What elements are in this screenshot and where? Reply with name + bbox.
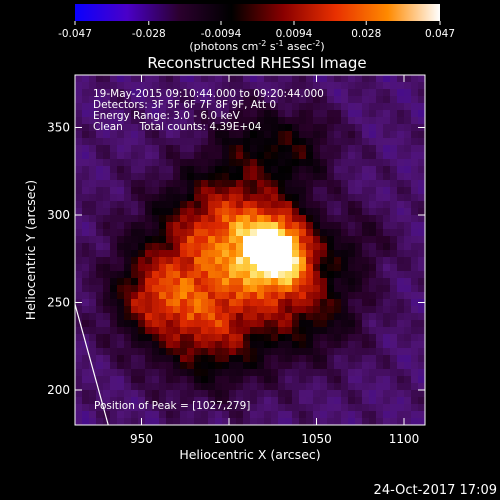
y-axis-label: Heliocentric Y (arcsec) (23, 180, 38, 320)
observation-info: 19-May-2015 09:10:44.000 to 09:20:44.000… (93, 88, 324, 133)
footer-date: 24-Oct-2017 17:09 (374, 483, 497, 498)
colorbar-tick-label: 0.028 (351, 28, 381, 40)
colorbar-ticks: -0.047 -0.028 -0.0094 0.0094 0.028 0.047 (58, 21, 455, 40)
colorbar (75, 4, 440, 21)
colorbar-tick-label: -0.047 (58, 28, 92, 40)
x-tick-label: 1050 (301, 432, 332, 446)
y-tick-label: 250 (47, 296, 70, 310)
info-line-energy: Energy Range: 3.0 - 6.0 keV (93, 110, 241, 122)
colorbar-tick-label: -0.0094 (201, 28, 242, 40)
info-line-time: 19-May-2015 09:10:44.000 to 09:20:44.000 (93, 88, 324, 100)
info-line-counts: Clean Total counts: 4.39E+04 (93, 121, 262, 133)
info-line-detectors: Detectors: 3F 5F 6F 7F 8F 9F, Att 0 (93, 99, 276, 111)
chart-title: Reconstructed RHESSI Image (147, 54, 366, 72)
colorbar-unit-label: (photons cm-2 s-1 asec-2) (189, 39, 324, 54)
heatmap-image (75, 75, 425, 425)
x-tick-label: 1000 (214, 432, 245, 446)
axis-ticks: 950 1000 1050 1100 200 250 300 350 (47, 75, 425, 446)
colorbar-tick-label: 0.047 (425, 28, 455, 40)
plot-frame (74, 74, 426, 426)
x-tick-label: 1100 (389, 432, 420, 446)
y-tick-label: 200 (47, 383, 70, 397)
x-tick-label: 950 (130, 432, 153, 446)
y-tick-label: 300 (47, 208, 70, 222)
colorbar-tick-label: -0.028 (132, 28, 166, 40)
colorbar-tick-label: 0.0094 (276, 28, 313, 40)
x-axis-label: Heliocentric X (arcsec) (179, 447, 320, 462)
solar-limb-line (74, 304, 109, 426)
y-tick-label: 350 (47, 121, 70, 135)
peak-position-label: Position of Peak = [1027,279] (94, 400, 250, 412)
